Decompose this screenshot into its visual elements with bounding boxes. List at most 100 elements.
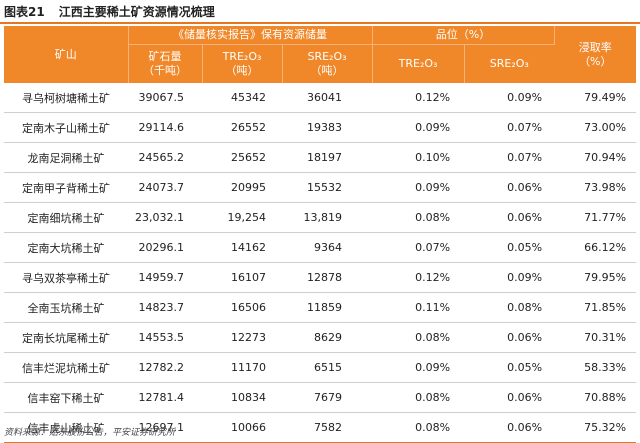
header-tre-label: TRE₂O₃: [222, 50, 262, 63]
cell-ore: 14823.7: [128, 292, 202, 323]
cell-sre: 6515: [282, 352, 373, 383]
cell-tre: 25652: [202, 142, 282, 173]
cell-mine: 定南木子山稀土矿: [4, 112, 128, 143]
cell-grade-tre: 0.08%: [372, 412, 465, 443]
cell-ore: 14553.5: [128, 322, 202, 353]
cell-recovery: 58.33%: [554, 352, 637, 383]
header-mine: 矿山: [4, 26, 129, 83]
cell-tre: 16506: [202, 292, 282, 323]
header-ore-unit: （千吨）: [143, 64, 187, 77]
cell-grade-sre: 0.07%: [464, 142, 555, 173]
cell-sre: 12878: [282, 262, 373, 293]
cell-sre: 8629: [282, 322, 373, 353]
cell-recovery: 71.77%: [554, 202, 637, 233]
rare-earth-mines-table: 矿山 《储量核实报告》保有资源储量 品位（%） 浸取率 （%） 矿石量 （千吨）…: [4, 26, 637, 443]
cell-grade-sre: 0.05%: [464, 232, 555, 263]
cell-grade-tre: 0.12%: [372, 262, 465, 293]
cell-sre: 18197: [282, 142, 373, 173]
cell-recovery: 73.98%: [554, 172, 637, 203]
header-recovery-unit: （%）: [579, 54, 612, 68]
cell-ore: 29114.6: [128, 112, 202, 143]
header-reserve-group: 《储量核实报告》保有资源储量: [128, 26, 373, 45]
table-row: 龙南足洞稀土矿 24565.2 25652 18197 0.10% 0.07% 70.94%: [4, 142, 637, 173]
cell-mine: 寻乌柯树塘稀土矿: [4, 83, 128, 113]
cell-grade-tre: 0.08%: [372, 202, 465, 233]
cell-mine: 寻乌双茶亭稀土矿: [4, 262, 128, 293]
table-row: 全南玉坑稀土矿 14823.7 16506 11859 0.11% 0.08% 71.85%: [4, 292, 637, 323]
cell-grade-tre: 0.09%: [372, 352, 465, 383]
cell-tre: 10834: [202, 382, 282, 413]
cell-ore: 20296.1: [128, 232, 202, 263]
cell-grade-sre: 0.06%: [464, 172, 555, 203]
cell-recovery: 70.94%: [554, 142, 637, 173]
cell-sre: 36041: [282, 83, 373, 113]
cell-mine: 全南玉坑稀土矿: [4, 292, 128, 323]
table-row: 定南细坑稀土矿 23,032.1 19,254 13,819 0.08% 0.06% 71.…: [4, 202, 637, 233]
header-tre: TRE₂O₃ （吨）: [202, 44, 283, 83]
cell-grade-tre: 0.11%: [372, 292, 465, 323]
cell-recovery: 79.95%: [554, 262, 637, 293]
cell-mine: 龙南足洞稀土矿: [4, 142, 128, 173]
cell-grade-tre: 0.09%: [372, 172, 465, 203]
table-row: 寻乌双茶亭稀土矿 14959.7 16107 12878 0.12% 0.09% 79.95…: [4, 262, 637, 293]
cell-sre: 7679: [282, 382, 373, 413]
figure-title: 江西主要稀土矿资源情况梳理: [58, 4, 215, 19]
cell-tre: 26552: [202, 112, 282, 143]
cell-tre: 19,254: [202, 202, 282, 233]
cell-recovery: 66.12%: [554, 232, 637, 263]
cell-sre: 9364: [282, 232, 373, 263]
figure-number: 图表21: [4, 4, 45, 19]
table-row: 定南大坑稀土矿 20296.1 14162 9364 0.07% 0.05% 66.12%: [4, 232, 637, 263]
cell-grade-sre: 0.09%: [464, 262, 555, 293]
cell-grade-tre: 0.07%: [372, 232, 465, 263]
header-grade-tre: TRE₂O₃: [372, 44, 465, 83]
cell-tre: 12273: [202, 322, 282, 353]
table-row: 定南甲子背稀土矿 24073.7 20995 15532 0.09% 0.06% 73.98…: [4, 172, 637, 203]
cell-sre: 13,819: [282, 202, 373, 233]
header-sre: SRE₂O₃ （吨）: [282, 44, 373, 83]
header-sre-unit: （吨）: [310, 64, 344, 77]
cell-tre: 20995: [202, 172, 282, 203]
header-sre-label: SRE₂O₃: [307, 50, 347, 63]
cell-grade-tre: 0.08%: [372, 322, 465, 353]
cell-ore: 12782.2: [128, 352, 202, 383]
cell-grade-sre: 0.09%: [464, 83, 555, 113]
cell-recovery: 70.88%: [554, 382, 637, 413]
cell-recovery: 75.32%: [554, 412, 637, 443]
cell-grade-sre: 0.06%: [464, 202, 555, 233]
cell-tre: 14162: [202, 232, 282, 263]
header-tre-unit: （吨）: [225, 64, 259, 77]
header-recovery-label: 浸取率: [578, 40, 612, 54]
cell-sre: 19383: [282, 112, 373, 143]
cell-tre: 11170: [202, 352, 282, 383]
header-grade-sre: SRE₂O₃: [464, 44, 555, 83]
header-ore-label: 矿石量: [148, 50, 182, 63]
cell-grade-sre: 0.05%: [464, 352, 555, 383]
table-row: 信丰烂泥坑稀土矿 12782.2 11170 6515 0.09% 0.05% 58.33%: [4, 352, 637, 383]
figure-title-bar: 图表21 江西主要稀土矿资源情况梳理: [0, 0, 640, 24]
cell-grade-tre: 0.08%: [372, 382, 465, 413]
header-grade-group: 品位（%）: [372, 26, 555, 45]
source-note: 资料来源：贻东股份公告，平安证券研究所: [4, 428, 176, 438]
cell-mine: 定南大坑稀土矿: [4, 232, 128, 263]
cell-sre: 15532: [282, 172, 373, 203]
cell-sre: 7582: [282, 412, 373, 443]
table-row: 定南木子山稀土矿 29114.6 26552 19383 0.09% 0.07% 73.00…: [4, 112, 637, 143]
table-body: 寻乌柯树塘稀土矿 39067.5 45342 36041 0.12% 0.09% 79.49…: [4, 83, 637, 443]
table-row: 定南长坑尾稀土矿 14553.5 12273 8629 0.08% 0.06% 70.31%: [4, 322, 637, 353]
table-header: 矿山 《储量核实报告》保有资源储量 品位（%） 浸取率 （%） 矿石量 （千吨）…: [4, 26, 637, 83]
cell-grade-sre: 0.08%: [464, 292, 555, 323]
cell-grade-sre: 0.06%: [464, 412, 555, 443]
cell-tre: 16107: [202, 262, 282, 293]
table-row: 信丰窑下稀土矿 12781.4 10834 7679 0.08% 0.06% 70.88%: [4, 382, 637, 413]
cell-mine: 信丰烂泥坑稀土矿: [4, 352, 128, 383]
cell-recovery: 73.00%: [554, 112, 637, 143]
cell-grade-tre: 0.09%: [372, 112, 465, 143]
cell-ore: 23,032.1: [128, 202, 202, 233]
cell-sre: 11859: [282, 292, 373, 323]
cell-ore: 39067.5: [128, 83, 202, 113]
header-recovery: 浸取率 （%）: [554, 26, 637, 83]
cell-recovery: 70.31%: [554, 322, 637, 353]
cell-mine: 信丰虎山稀土矿: [4, 412, 128, 443]
cell-mine: 信丰窑下稀土矿: [4, 382, 128, 413]
